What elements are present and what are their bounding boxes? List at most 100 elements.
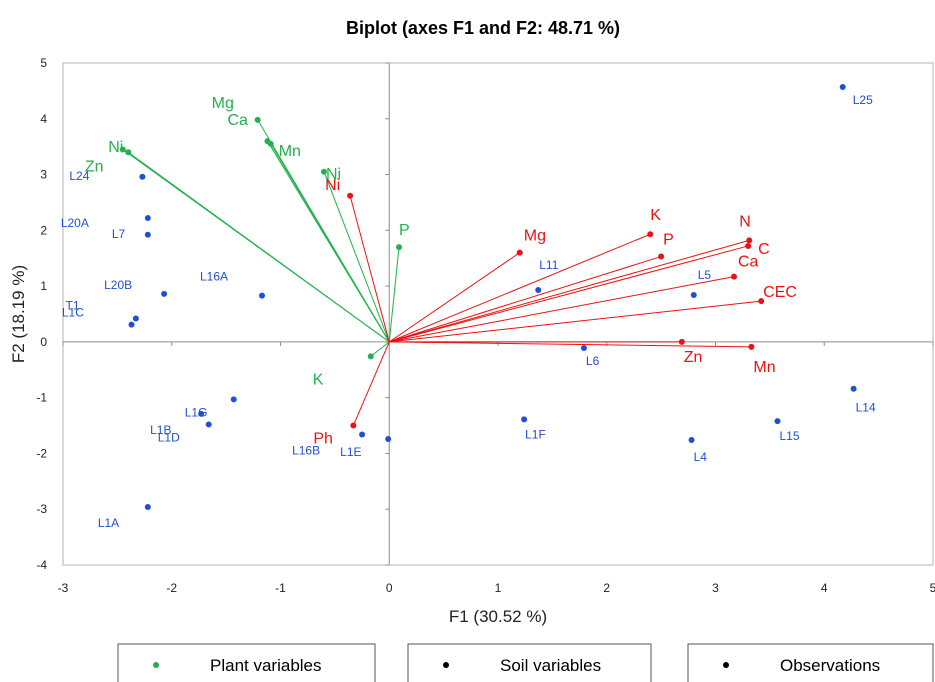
soil-point-ni	[347, 192, 354, 199]
y-tick-label: 5	[40, 56, 47, 70]
observations-label-l24: L24	[69, 169, 89, 183]
observations-point-l25	[839, 83, 846, 90]
plant-label-zn: Zn	[85, 158, 104, 175]
legend-box	[407, 643, 652, 682]
soil-vector-n	[389, 239, 750, 343]
soil-label-cec: CEC	[763, 284, 797, 301]
x-tick-label: -1	[275, 581, 286, 595]
plant-label-p: P	[399, 222, 410, 239]
soil-point-mn	[748, 343, 755, 350]
data-points	[119, 83, 857, 510]
y-tick-label: 2	[40, 223, 47, 237]
x-tick-label: -2	[166, 581, 177, 595]
observations-point-l20b	[161, 290, 168, 297]
x-tick-label: 0	[386, 581, 393, 595]
x-tick-label: -3	[58, 581, 69, 595]
soil-vector-k	[389, 233, 651, 343]
observations-point-l24	[139, 173, 146, 180]
legend-label: Observations	[780, 656, 880, 675]
observations-point-l14	[850, 385, 857, 392]
y-tick-label: -1	[36, 391, 47, 405]
soil-point-ca	[730, 273, 737, 280]
soil-label-k: K	[650, 207, 661, 224]
legend-marker	[153, 662, 159, 668]
y-tick-label: 1	[40, 279, 47, 293]
soil-label-n: N	[739, 213, 751, 230]
observations-label-l4: L4	[694, 450, 708, 464]
plant-label-k: K	[313, 371, 324, 388]
plant-point-mg	[254, 116, 261, 123]
observations-label-l16b: L16B	[292, 443, 320, 457]
legend-item-observations: Observations	[687, 643, 934, 682]
soil-vector-ni	[349, 195, 390, 343]
x-tick-label: 3	[712, 581, 719, 595]
soil-vector-ca	[389, 276, 735, 343]
plant-label-mg: Mg	[212, 95, 234, 112]
observations-label-t1: T1	[66, 299, 80, 313]
observations-point-l6	[580, 345, 587, 352]
legend-item-plant: Plant variables	[117, 643, 376, 682]
observations-point-l16a	[259, 292, 266, 299]
point-labels: MgCaMnZnNiNiPKNiMgKPNCCaCECZnMnPhL25L24L…	[61, 93, 876, 530]
variable-vectors	[122, 119, 762, 426]
y-tick-label: -2	[36, 446, 47, 460]
soil-label-ph: Ph	[313, 431, 333, 448]
plant-vector-ni	[127, 151, 390, 343]
soil-vector-c	[389, 245, 749, 343]
legend-item-soil: Soil variables	[407, 643, 652, 682]
tick-labels: -3 -2 -1 0 1 2 3 4 5 -4 -3 -2 -1 0 1 2 3 4 5	[36, 56, 935, 595]
y-axis-title: F2 (18.19 %)	[9, 265, 28, 363]
x-tick-label: 1	[495, 581, 502, 595]
legend-marker	[723, 662, 729, 668]
y-tick-label: -3	[36, 502, 47, 516]
observations-point-l1g	[230, 396, 237, 403]
plant-point-p	[396, 244, 403, 251]
observations-label-l15: L15	[779, 429, 799, 443]
plant-label-ni: Ni	[326, 166, 341, 183]
plant-point-k	[367, 353, 374, 360]
soil-label-mn: Mn	[753, 359, 775, 376]
observations-label-l25: L25	[853, 93, 873, 107]
soil-point-c	[745, 242, 752, 249]
observations-label-l5: L5	[698, 268, 712, 282]
observations-point-l1c	[132, 315, 139, 322]
soil-label-ni: Ni	[325, 177, 340, 194]
soil-point-mg	[516, 249, 523, 256]
soil-label-mg: Mg	[524, 228, 546, 245]
soil-label-p: P	[663, 232, 674, 249]
soil-point-n	[746, 237, 753, 244]
x-tick-label: 4	[821, 581, 828, 595]
plant-label-ca: Ca	[227, 112, 248, 129]
observations-point-l11	[535, 287, 542, 294]
legend-box	[687, 643, 934, 682]
observations-point-l1b	[198, 410, 205, 417]
observations-label-l1a: L1A	[98, 516, 119, 530]
x-axis-title: F1 (30.52 %)	[449, 607, 547, 626]
legend: Plant variables Soil variables Observation…	[117, 643, 934, 682]
observations-point-t1	[128, 321, 135, 328]
observations-label-l11: L11	[539, 258, 558, 272]
observations-label-l16a: L16A	[200, 270, 228, 284]
observations-label-l1g: L1G	[185, 405, 208, 419]
legend-label: Plant variables	[210, 656, 322, 675]
observations-point-l1f	[521, 416, 528, 423]
observations-label-l1f: L1F	[525, 427, 546, 441]
soil-label-c: C	[758, 241, 770, 258]
soil-point-ph	[350, 422, 357, 429]
observations-label-l6: L6	[586, 354, 600, 368]
legend-box	[117, 643, 376, 682]
observations-label-l1e: L1E	[340, 445, 361, 459]
observations-label-l20b: L20B	[104, 278, 132, 292]
observations-label-l1c: L1C	[62, 305, 84, 319]
soil-point-k	[647, 231, 654, 238]
observations-point-l1d	[205, 421, 212, 428]
soil-label-zn: Zn	[684, 349, 703, 366]
plot-area	[62, 62, 934, 566]
y-tick-label: 4	[40, 112, 47, 126]
observations-label-l14: L14	[856, 401, 876, 415]
plant-vector-k	[370, 341, 390, 357]
soil-point-zn	[678, 338, 685, 345]
soil-point-p	[658, 253, 665, 260]
legend-marker	[443, 662, 449, 668]
